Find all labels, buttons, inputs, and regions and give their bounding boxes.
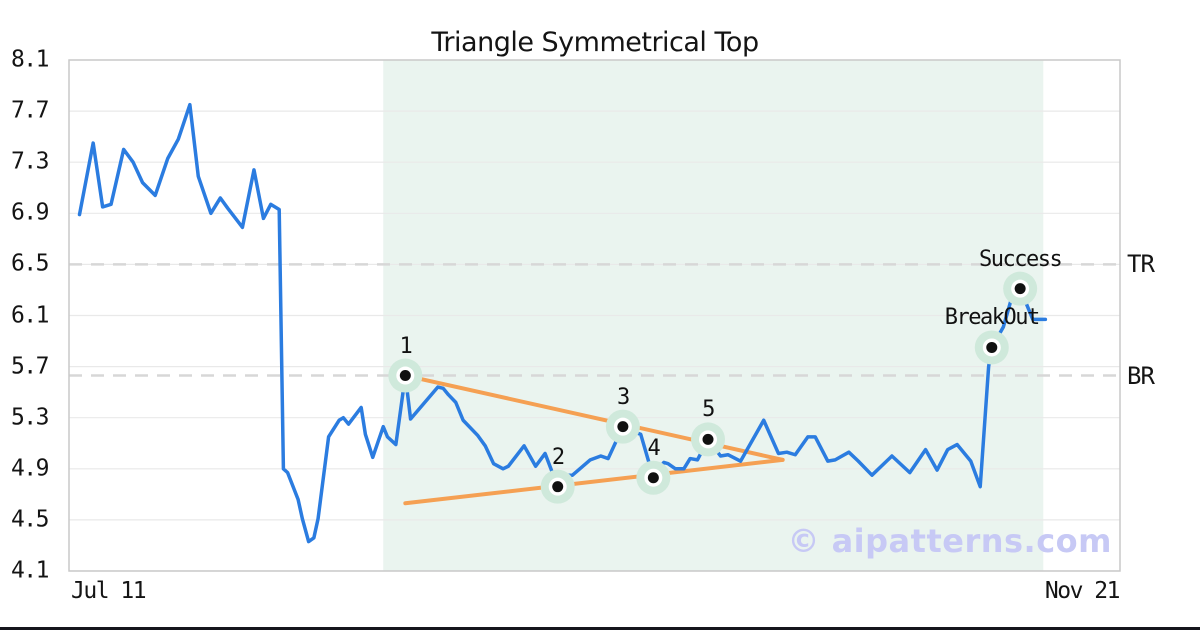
plot-border — [68, 59, 1121, 572]
x-axis-label-end: Nov 21 — [1044, 578, 1121, 604]
marker-dot — [617, 421, 629, 433]
y-axis-tick-label: 7.7 — [10, 97, 50, 124]
watermark: © aipatterns.com — [787, 522, 1112, 560]
marker-label-5: 5 — [702, 397, 715, 423]
marker-label-1: 1 — [399, 333, 412, 359]
marker-label-success: Success — [979, 246, 1063, 272]
y-axis-tick-label: 4.1 — [10, 557, 50, 584]
x-axis-label-start: Jul 11 — [71, 578, 147, 604]
y-axis-tick-label: 4.9 — [10, 455, 50, 482]
marker-dot — [986, 341, 998, 353]
y-axis-tick-label: 5.7 — [10, 352, 50, 379]
marker-label-4: 4 — [647, 435, 660, 461]
level-label-tr: TR — [1127, 250, 1155, 279]
y-axis-tick-label: 8.1 — [10, 46, 50, 73]
marker-label-3: 3 — [617, 384, 630, 410]
y-axis-tick-label: 7.3 — [10, 148, 50, 175]
level-label-br: BR — [1127, 361, 1155, 390]
y-axis-tick-label: 6.5 — [10, 250, 50, 277]
marker-label-2: 2 — [551, 444, 565, 470]
marker-dot — [399, 370, 411, 382]
price-line — [77, 102, 1048, 544]
marker-dot — [702, 433, 714, 445]
marker-dot — [647, 472, 659, 484]
y-axis-tick-label: 4.5 — [10, 506, 50, 533]
y-axis-tick-label: 6.1 — [10, 301, 50, 328]
marker-dot — [1014, 283, 1026, 295]
marker-dot — [552, 481, 564, 493]
bottom-border-bar — [0, 627, 1200, 630]
y-axis-tick-label: 5.3 — [10, 404, 50, 431]
lower-trendline — [403, 457, 785, 506]
marker-label-breakout: BreakOut — [944, 305, 1040, 331]
chart-title: Triangle Symmetrical Top — [431, 27, 759, 58]
y-axis-tick-label: 6.9 — [10, 199, 50, 226]
